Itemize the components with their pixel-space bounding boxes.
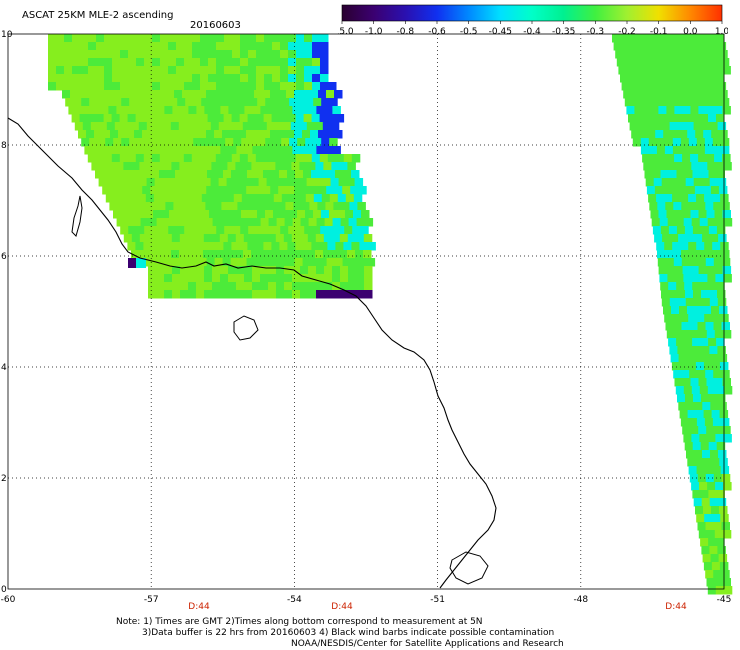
colorbar-tick-label: -15.0 (338, 27, 354, 36)
product-title: ASCAT 25KM MLE-2 ascending (22, 10, 174, 21)
lon-tick-label: -48 (573, 595, 588, 605)
footer-note-2: 3)Data buffer is 22 hrs from 20160603 4)… (142, 628, 555, 638)
colorbar-tick-label: -0.4 (523, 27, 541, 36)
lon-tick-label: -51 (430, 595, 445, 605)
coastline (7, 117, 497, 589)
colorbar-tick-label: 1.0 (715, 27, 728, 36)
lat-tick-label: 4 (1, 363, 7, 373)
swath-map: -60 -57 -54 -51 -48 -45 10 8 6 4 2 0 D:44 D:44 D:44 (1, 30, 733, 612)
time-label: D:44 (188, 602, 210, 612)
footer-credit: NOAA/NESDIS/Center for Satellite Applica… (291, 639, 564, 649)
time-label: D:44 (665, 602, 687, 612)
lon-tick-label: -60 (1, 595, 16, 605)
estuary (71, 195, 83, 237)
colorbar-tick-label: -0.45 (489, 27, 512, 36)
colorbar-tick-label: -0.8 (397, 27, 415, 36)
colorbar-tick-label: -0.6 (428, 27, 446, 36)
lat-tick-label: 8 (1, 141, 7, 151)
lat-tick-label: 2 (1, 474, 7, 484)
product-date: 20160603 (190, 20, 241, 31)
colorbar-tick-label: -0.5 (460, 27, 478, 36)
lon-tick-label: -45 (717, 595, 732, 605)
time-label: D:44 (331, 602, 353, 612)
colorbar-tick-label: -0.1 (650, 27, 668, 36)
small-island (233, 315, 259, 341)
graticule (8, 34, 724, 589)
colorbar-tick-label: 0.0 (683, 27, 698, 36)
lat-tick-label: 6 (1, 252, 7, 262)
colorbar-tick-label: -1.0 (365, 27, 383, 36)
colorbar-tick-label: -0.3 (587, 27, 605, 36)
footer-note-1: Note: 1) Times are GMT 2)Times along bot… (116, 617, 483, 627)
map-frame (7, 33, 725, 590)
colorbar-tick-label: -0.2 (618, 27, 636, 36)
lon-tick-label: -57 (144, 595, 159, 605)
lat-tick-label: 0 (1, 585, 7, 595)
marajo-island (449, 551, 489, 585)
swath-cells (48, 34, 733, 595)
colorbar: -15.0 -1.0 -0.8 -0.6 -0.5 -0.45 -0.4 -0.35 -0.3 -… (338, 4, 728, 36)
lon-tick-label: -54 (287, 595, 302, 605)
lat-tick-label: 10 (1, 30, 13, 40)
colorbar-tick-label: -0.35 (552, 27, 575, 36)
